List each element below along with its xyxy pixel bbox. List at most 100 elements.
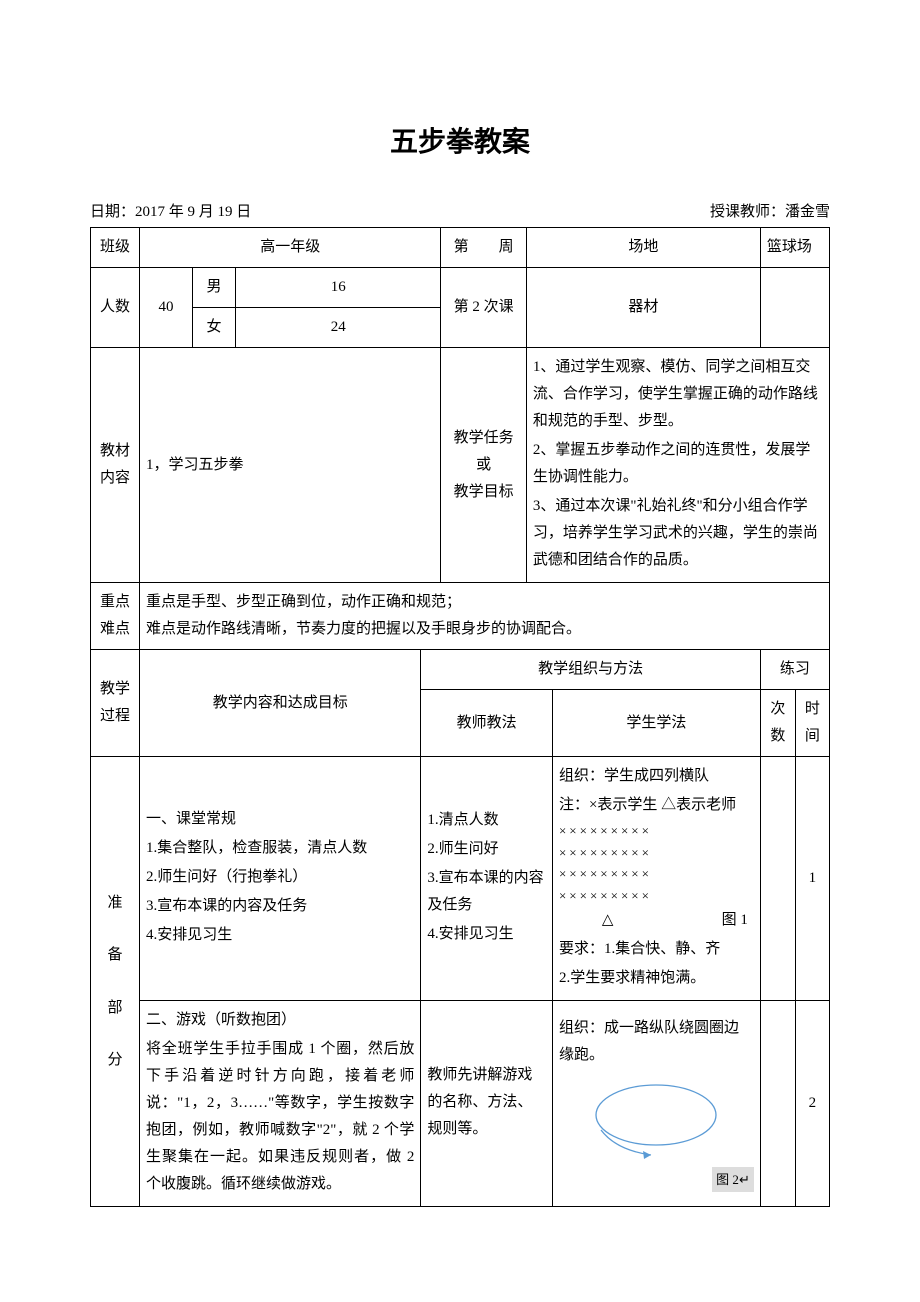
- prep-student-2: 组织：成一路纵队绕圆圈边缘跑。 图 2↵: [552, 1001, 760, 1207]
- female-value: 24: [236, 308, 441, 348]
- teacher1-item: 4.安排见习生: [427, 921, 546, 948]
- fig2-label-text: 图 2: [716, 1172, 739, 1187]
- section1-item: 1.集合整队，检查服装，清点人数: [146, 835, 414, 862]
- lesson-plan-table: 班级 高一年级 第 周 场地 篮球场 人数 40 男 16 第 2 次课 器材 …: [90, 227, 830, 1207]
- process-label-l1: 教学: [100, 681, 130, 697]
- teacher1-item: 2.师生问好: [427, 836, 546, 863]
- material-content: 1，学习五步拳: [140, 348, 441, 583]
- count-label: 人数: [91, 268, 140, 348]
- formation-row: ×××××××××: [559, 843, 754, 863]
- key-line1: 重点是手型、步型正确到位，动作正确和规范；: [146, 589, 823, 616]
- venue-label: 场地: [526, 228, 760, 268]
- date-block: 日期：2017 年 9 月 19 日: [90, 200, 251, 221]
- teacher-name: 潘金雪: [785, 204, 830, 220]
- col-teacher: 教师教法: [421, 690, 553, 757]
- table-row: 准 备 部 分 一、课堂常规 1.集合整队，检查服装，清点人数 2.师生问好（行…: [91, 757, 830, 1001]
- prep-content-2: 二、游戏（听数抱团） 将全班学生手拉手围成 1 个圈，然后放下手沿着逆时针方向跑…: [140, 1001, 421, 1207]
- goal-line: 1、通过学生观察、模仿、同学之间相互交流、合作学习，使学生掌握正确的动作路线和规…: [533, 354, 823, 435]
- male-label: 男: [193, 268, 236, 308]
- prep-student-1: 组织：学生成四列横队 注：×表示学生 △表示老师 ××××××××× ×××××…: [552, 757, 760, 1001]
- teacher2-text: 教师先讲解游戏的名称、方法、规则等。: [427, 1062, 546, 1143]
- process-label: 教学 过程: [91, 650, 140, 757]
- meta-row: 日期：2017 年 9 月 19 日 授课教师：潘金雪: [90, 200, 830, 221]
- formation-row: ×××××××××: [559, 821, 754, 841]
- week-label: 第 周: [441, 228, 526, 268]
- prep-content-1: 一、课堂常规 1.集合整队，检查服装，清点人数 2.师生问好（行抱拳礼） 3.宣…: [140, 757, 421, 1001]
- section1-item: 3.宣布本课的内容及任务: [146, 893, 414, 920]
- prep-label-char: 备: [107, 947, 122, 963]
- circle-run-icon: [581, 1075, 731, 1165]
- goal-line: 2、掌握五步拳动作之间的连贯性，发展学生协调性能力。: [533, 437, 823, 491]
- task-label-l3: 教学目标: [454, 484, 514, 500]
- student1-req2: 2.学生要求精神饱满。: [559, 965, 754, 992]
- lesson-no: 第 2 次课: [441, 268, 526, 348]
- key-label-l1: 重点: [100, 594, 130, 610]
- date-label: 日期：: [90, 204, 135, 220]
- table-row: 人数 40 男 16 第 2 次课 器材: [91, 268, 830, 308]
- triangle-icon: △: [559, 907, 656, 934]
- table-row: 二、游戏（听数抱团） 将全班学生手拉手围成 1 个圈，然后放下手沿着逆时针方向跑…: [91, 1001, 830, 1207]
- material-label-l1: 教材: [100, 443, 130, 459]
- col-duration-text: 时间: [805, 701, 820, 744]
- table-row: 重点 难点 重点是手型、步型正确到位，动作正确和规范； 难点是动作路线清晰，节奏…: [91, 583, 830, 650]
- table-row: 教学 过程 教学内容和达成目标 教学组织与方法 练习: [91, 650, 830, 690]
- date-value: 2017 年 9 月 19 日: [135, 204, 251, 220]
- student1-note: 注：×表示学生 △表示老师: [559, 792, 754, 819]
- section2-body: 将全班学生手拉手围成 1 个圈，然后放下手沿着逆时针方向跑，接着老师说："1，2…: [146, 1036, 414, 1198]
- prep-teacher-1: 1.清点人数 2.师生问好 3.宣布本课的内容及任务 4.安排见习生: [421, 757, 553, 1001]
- return-icon: ↵: [739, 1172, 750, 1187]
- prep-teacher-2: 教师先讲解游戏的名称、方法、规则等。: [421, 1001, 553, 1207]
- count-value: 40: [140, 268, 193, 348]
- equip-value: [760, 268, 829, 348]
- formation-row: ×××××××××: [559, 864, 754, 884]
- prep-label-char: 分: [107, 1052, 122, 1068]
- formation-teacher-row: △ 图 1: [559, 907, 754, 934]
- task-label: 教学任务 或 教学目标: [441, 348, 526, 583]
- female-label: 女: [193, 308, 236, 348]
- goals-cell: 1、通过学生观察、模仿、同学之间相互交流、合作学习，使学生掌握正确的动作路线和规…: [526, 348, 829, 583]
- times-1: [760, 757, 795, 1001]
- teacher1-item: 3.宣布本课的内容及任务: [427, 865, 546, 919]
- prep-label-char: 准: [107, 895, 122, 911]
- class-value: 高一年级: [140, 228, 441, 268]
- student1-org: 组织：学生成四列横队: [559, 763, 754, 790]
- key-label-l2: 难点: [100, 621, 130, 637]
- fig2-label: 图 2↵: [712, 1167, 754, 1192]
- duration-2: 2: [795, 1001, 829, 1207]
- task-label-l1: 教学任务: [454, 430, 514, 446]
- venue-value: 篮球场: [760, 228, 829, 268]
- col-times: 次数: [760, 690, 795, 757]
- col-content: 教学内容和达成目标: [140, 650, 421, 757]
- table-row: 班级 高一年级 第 周 场地 篮球场: [91, 228, 830, 268]
- formation-row: ×××××××××: [559, 886, 754, 906]
- prep-label-char: 部: [107, 1000, 122, 1016]
- duration-1: 1: [795, 757, 829, 1001]
- student2-org: 组织：成一路纵队绕圆圈边缘跑。: [559, 1015, 754, 1069]
- key-content: 重点是手型、步型正确到位，动作正确和规范； 难点是动作路线清晰，节奏力度的把握以…: [140, 583, 830, 650]
- col-practice: 练习: [760, 650, 829, 690]
- document-title: 五步拳教案: [90, 120, 830, 160]
- fig1-label: 图 1: [660, 907, 748, 934]
- teacher1-item: 1.清点人数: [427, 807, 546, 834]
- fig2-diagram: 图 2↵: [559, 1075, 754, 1192]
- male-value: 16: [236, 268, 441, 308]
- key-label: 重点 难点: [91, 583, 140, 650]
- teacher-block: 授课教师：潘金雪: [710, 200, 830, 221]
- class-label: 班级: [91, 228, 140, 268]
- col-org: 教学组织与方法: [421, 650, 760, 690]
- col-times-text: 次数: [770, 701, 785, 744]
- material-label: 教材 内容: [91, 348, 140, 583]
- material-label-l2: 内容: [100, 470, 130, 486]
- col-student: 学生学法: [552, 690, 760, 757]
- section1-item: 2.师生问好（行抱拳礼）: [146, 864, 414, 891]
- student1-req1: 要求：1.集合快、静、齐: [559, 936, 754, 963]
- section1-item: 4.安排见习生: [146, 922, 414, 949]
- prep-label: 准 备 部 分: [91, 757, 140, 1207]
- table-row: 教材 内容 1，学习五步拳 教学任务 或 教学目标 1、通过学生观察、模仿、同学…: [91, 348, 830, 583]
- document-page: 五步拳教案 日期：2017 年 9 月 19 日 授课教师：潘金雪 班级 高一年…: [0, 0, 920, 1247]
- col-duration: 时间: [795, 690, 829, 757]
- task-label-l2: 或: [476, 457, 491, 473]
- key-line2: 难点是动作路线清晰，节奏力度的把握以及手眼身步的协调配合。: [146, 616, 823, 643]
- section2-title: 二、游戏（听数抱团）: [146, 1007, 414, 1034]
- process-label-l2: 过程: [100, 708, 130, 724]
